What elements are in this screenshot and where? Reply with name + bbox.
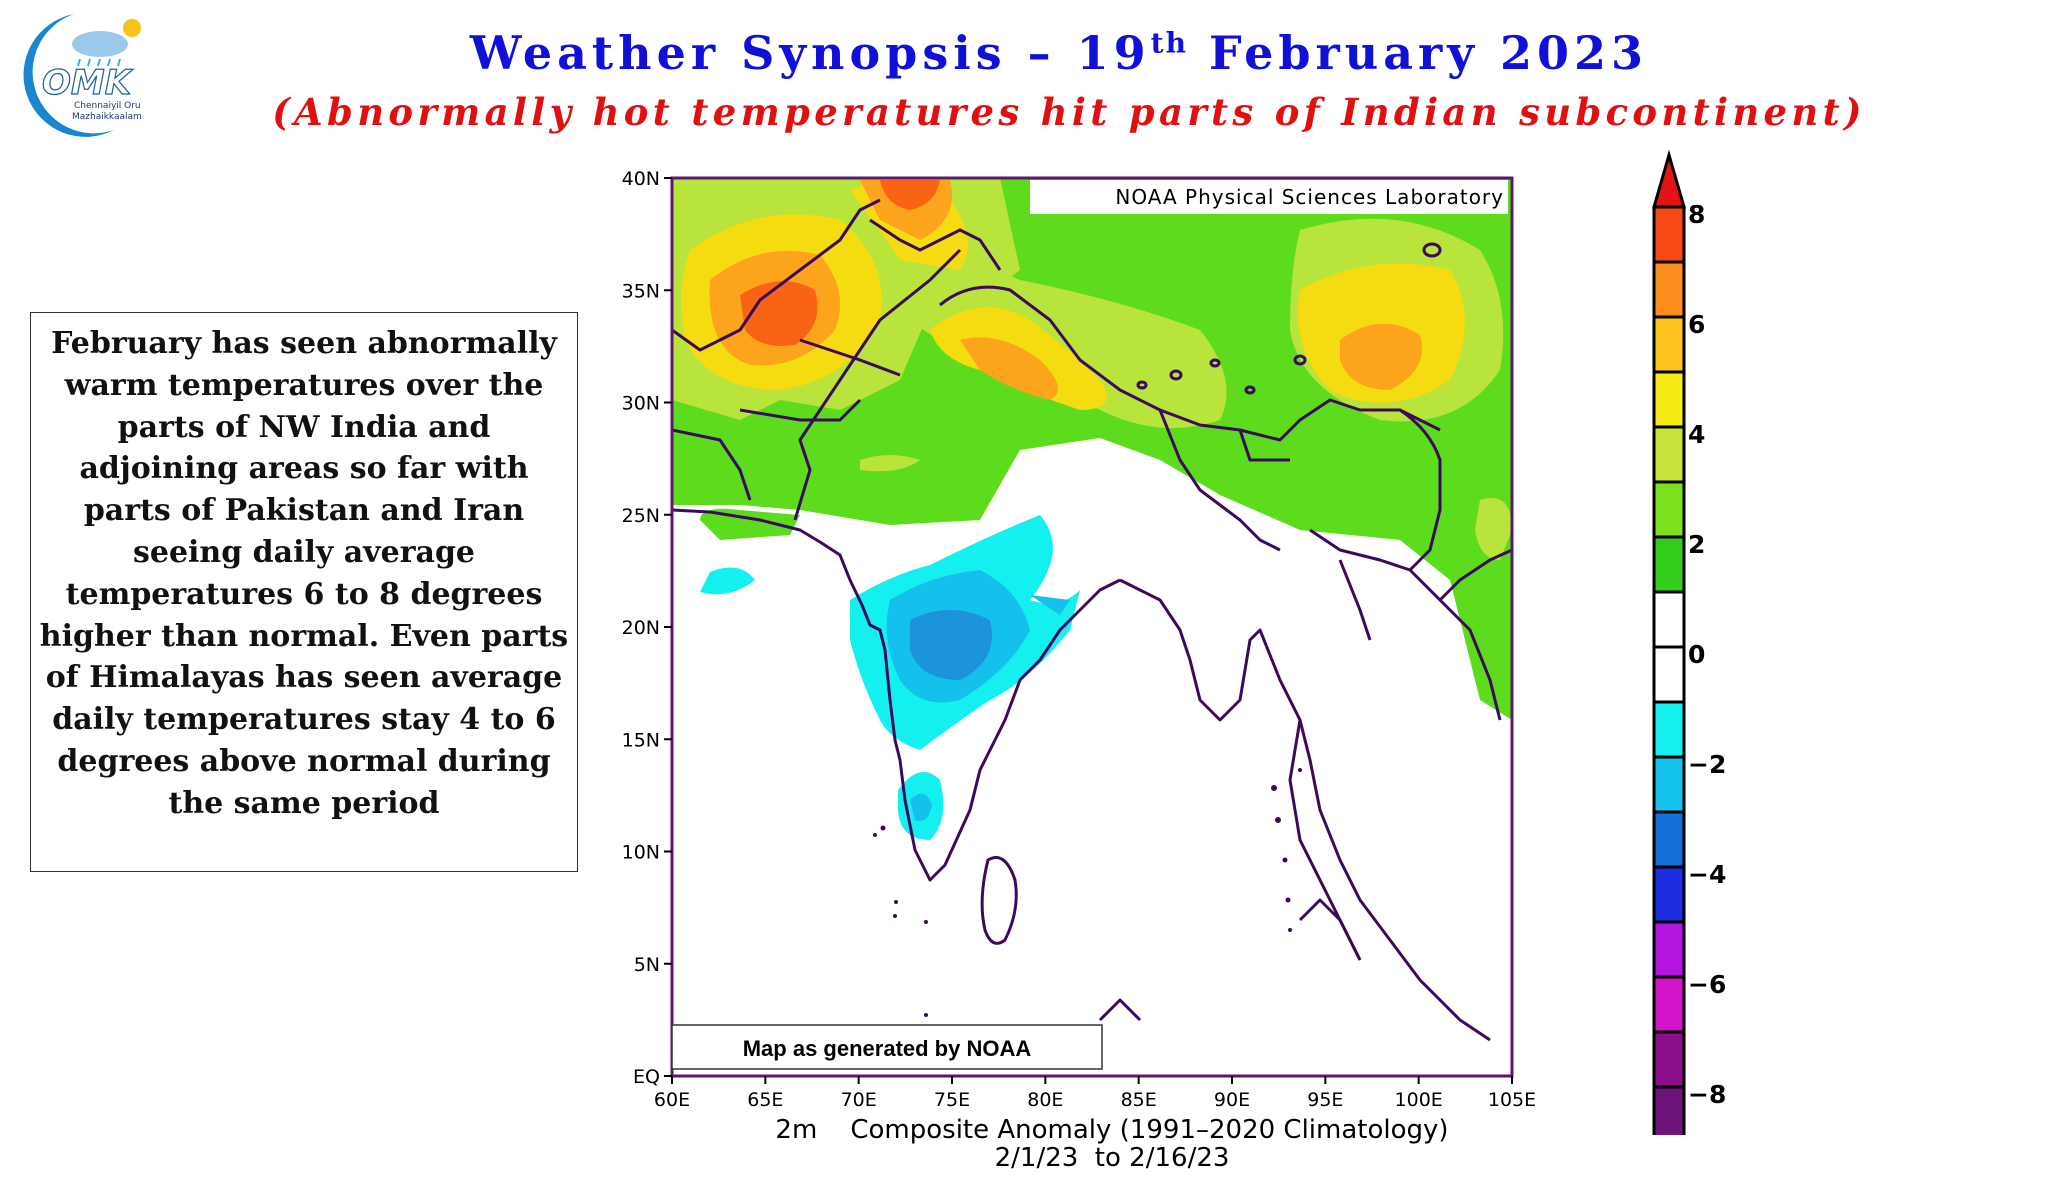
legend-swatch [1652,205,1686,264]
legend-swatch [1652,480,1686,539]
legend-swatch [1652,755,1686,814]
legend-swatch [1652,920,1686,979]
legend-swatch [1652,865,1686,924]
legend-label: 8 [1688,200,1705,229]
legend-swatch [1652,645,1686,704]
synopsis-text-box: February has seen abnormally warm temper… [30,312,578,872]
source-label: NOAA Physical Sciences Laboratory [1115,185,1504,209]
lon-tick-label: 80E [1027,1089,1063,1111]
legend-swatch [1652,810,1686,869]
latitude-axis: 40N 35N 30N 25N 20N 15N 10N 5N EQ [622,168,672,1088]
legend-label: −2 [1688,750,1726,779]
lat-tick-label: 40N [622,168,660,190]
lon-tick-label: 70E [841,1089,877,1111]
lon-tick-label: 100E [1395,1089,1443,1111]
color-legend: 8 6 4 2 0 −2 −4 −6 −8 [1652,149,1726,1135]
legend-swatch [1652,1085,1686,1135]
longitude-axis: 60E 65E 70E 75E 80E 85E 90E 95E 100E 105E [654,1076,1536,1111]
lon-tick-label: 60E [654,1089,690,1111]
lon-tick-label: 105E [1488,1089,1536,1111]
lat-tick-label: 20N [622,617,660,639]
legend-top-arrow [1652,149,1686,209]
sun-icon [123,19,141,37]
legend-swatch [1652,590,1686,649]
legend-swatch [1652,425,1686,484]
legend-label: −6 [1688,970,1726,999]
lat-tick-label: 5N [634,954,660,976]
lat-tick-label: EQ [633,1066,660,1088]
legend-swatch [1652,315,1686,374]
map-caption: Map as generated by NOAA [743,1036,1032,1061]
legend-swatch [1652,700,1686,759]
legend-swatch [1652,370,1686,429]
page-subtitle: (Abnormally hot temperatures hit parts o… [272,90,1866,134]
legend-swatch [1652,535,1686,594]
legend-label: 4 [1688,420,1705,449]
temperature-anomaly-map: NOAA Physical Sciences Laboratory Map as… [622,168,1537,1170]
lat-tick-label: 15N [622,729,660,751]
logo-text: OMK [42,63,134,103]
legend-label: 6 [1688,310,1705,339]
legend-label: −8 [1688,1080,1726,1109]
legend-label: −4 [1688,860,1726,889]
cloud-icon [72,31,128,57]
lon-tick-label: 90E [1214,1089,1250,1111]
legend-swatch [1652,260,1686,319]
lat-tick-label: 30N [622,393,660,415]
legend-label: 2 [1688,530,1705,559]
legend-swatch [1652,975,1686,1034]
lat-tick-label: 35N [622,280,660,302]
lat-tick-label: 10N [622,842,660,864]
lat-tick-label: 25N [622,505,660,527]
logo-tagline-1: Chennaiyil Oru [74,101,141,111]
anomaly-minus-3-4 [910,610,992,680]
country-boundaries [672,198,1512,1042]
lon-tick-label: 85E [1121,1089,1157,1111]
omk-logo: OMK Chennaiyil Oru Mazhaikkaalam [4,4,154,142]
map-date-range: 2/1/23 to 2/16/23 [995,1143,1230,1170]
lon-tick-label: 95E [1307,1089,1343,1111]
map-description-line-1: 2m Composite Anomaly (1991–2020 Climatol… [775,1115,1448,1145]
legend-label: 0 [1688,640,1705,669]
legend-swatch [1652,1030,1686,1089]
lon-tick-label: 65E [747,1089,783,1111]
logo-tagline-2: Mazhaikkaalam [72,112,142,122]
page-title: Weather Synopsis – 19th February 2023 [469,26,1649,80]
lon-tick-label: 75E [934,1089,970,1111]
